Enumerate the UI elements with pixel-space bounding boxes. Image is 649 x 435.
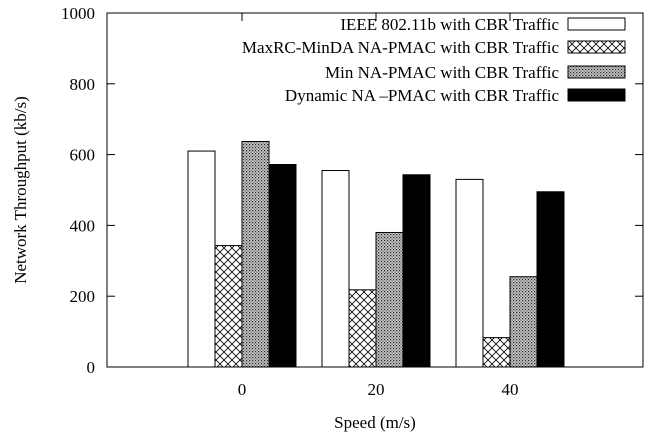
legend-label: Min NA-PMAC with CBR Traffic (325, 63, 559, 82)
x-axis-label: Speed (m/s) (334, 413, 416, 432)
bar (375, 231, 404, 368)
y-tick-label: 400 (70, 216, 96, 235)
y-axis-label: Network Throughput (kb/s) (11, 96, 30, 284)
legend: IEEE 802.11b with CBR Traffic MaxRC-MinDA… (242, 15, 626, 105)
bar (268, 164, 297, 368)
bar (348, 289, 377, 368)
bar (402, 174, 431, 368)
legend-swatch (567, 65, 626, 79)
bar (241, 141, 270, 368)
legend-swatch (567, 40, 626, 54)
x-tick-label: 40 (502, 380, 519, 399)
bar (214, 245, 243, 368)
plot-frame (106, 12, 644, 368)
bar (509, 276, 538, 368)
legend-swatch (567, 17, 626, 31)
legend-swatch (567, 88, 626, 102)
y-axis: 0 200 400 600 800 1000 (61, 4, 643, 377)
x-tick-label: 20 (368, 380, 385, 399)
y-tick-label: 0 (87, 358, 96, 377)
bar (455, 178, 484, 368)
legend-label: Dynamic NA –PMAC with CBR Traffic (285, 86, 560, 105)
legend-label: MaxRC-MinDA NA-PMAC with CBR Traffic (242, 38, 560, 57)
y-tick-label: 600 (70, 146, 96, 165)
bar (482, 337, 511, 368)
y-tick-label: 1000 (61, 4, 95, 23)
y-tick-label: 200 (70, 287, 96, 306)
bars-layer (187, 141, 565, 368)
y-tick-label: 800 (70, 75, 96, 94)
x-tick-label: 0 (238, 380, 247, 399)
bar (321, 170, 350, 368)
legend-label: IEEE 802.11b with CBR Traffic (340, 15, 559, 34)
bar (536, 191, 565, 368)
bar (187, 150, 216, 368)
x-axis: 0 20 40 (238, 13, 519, 399)
